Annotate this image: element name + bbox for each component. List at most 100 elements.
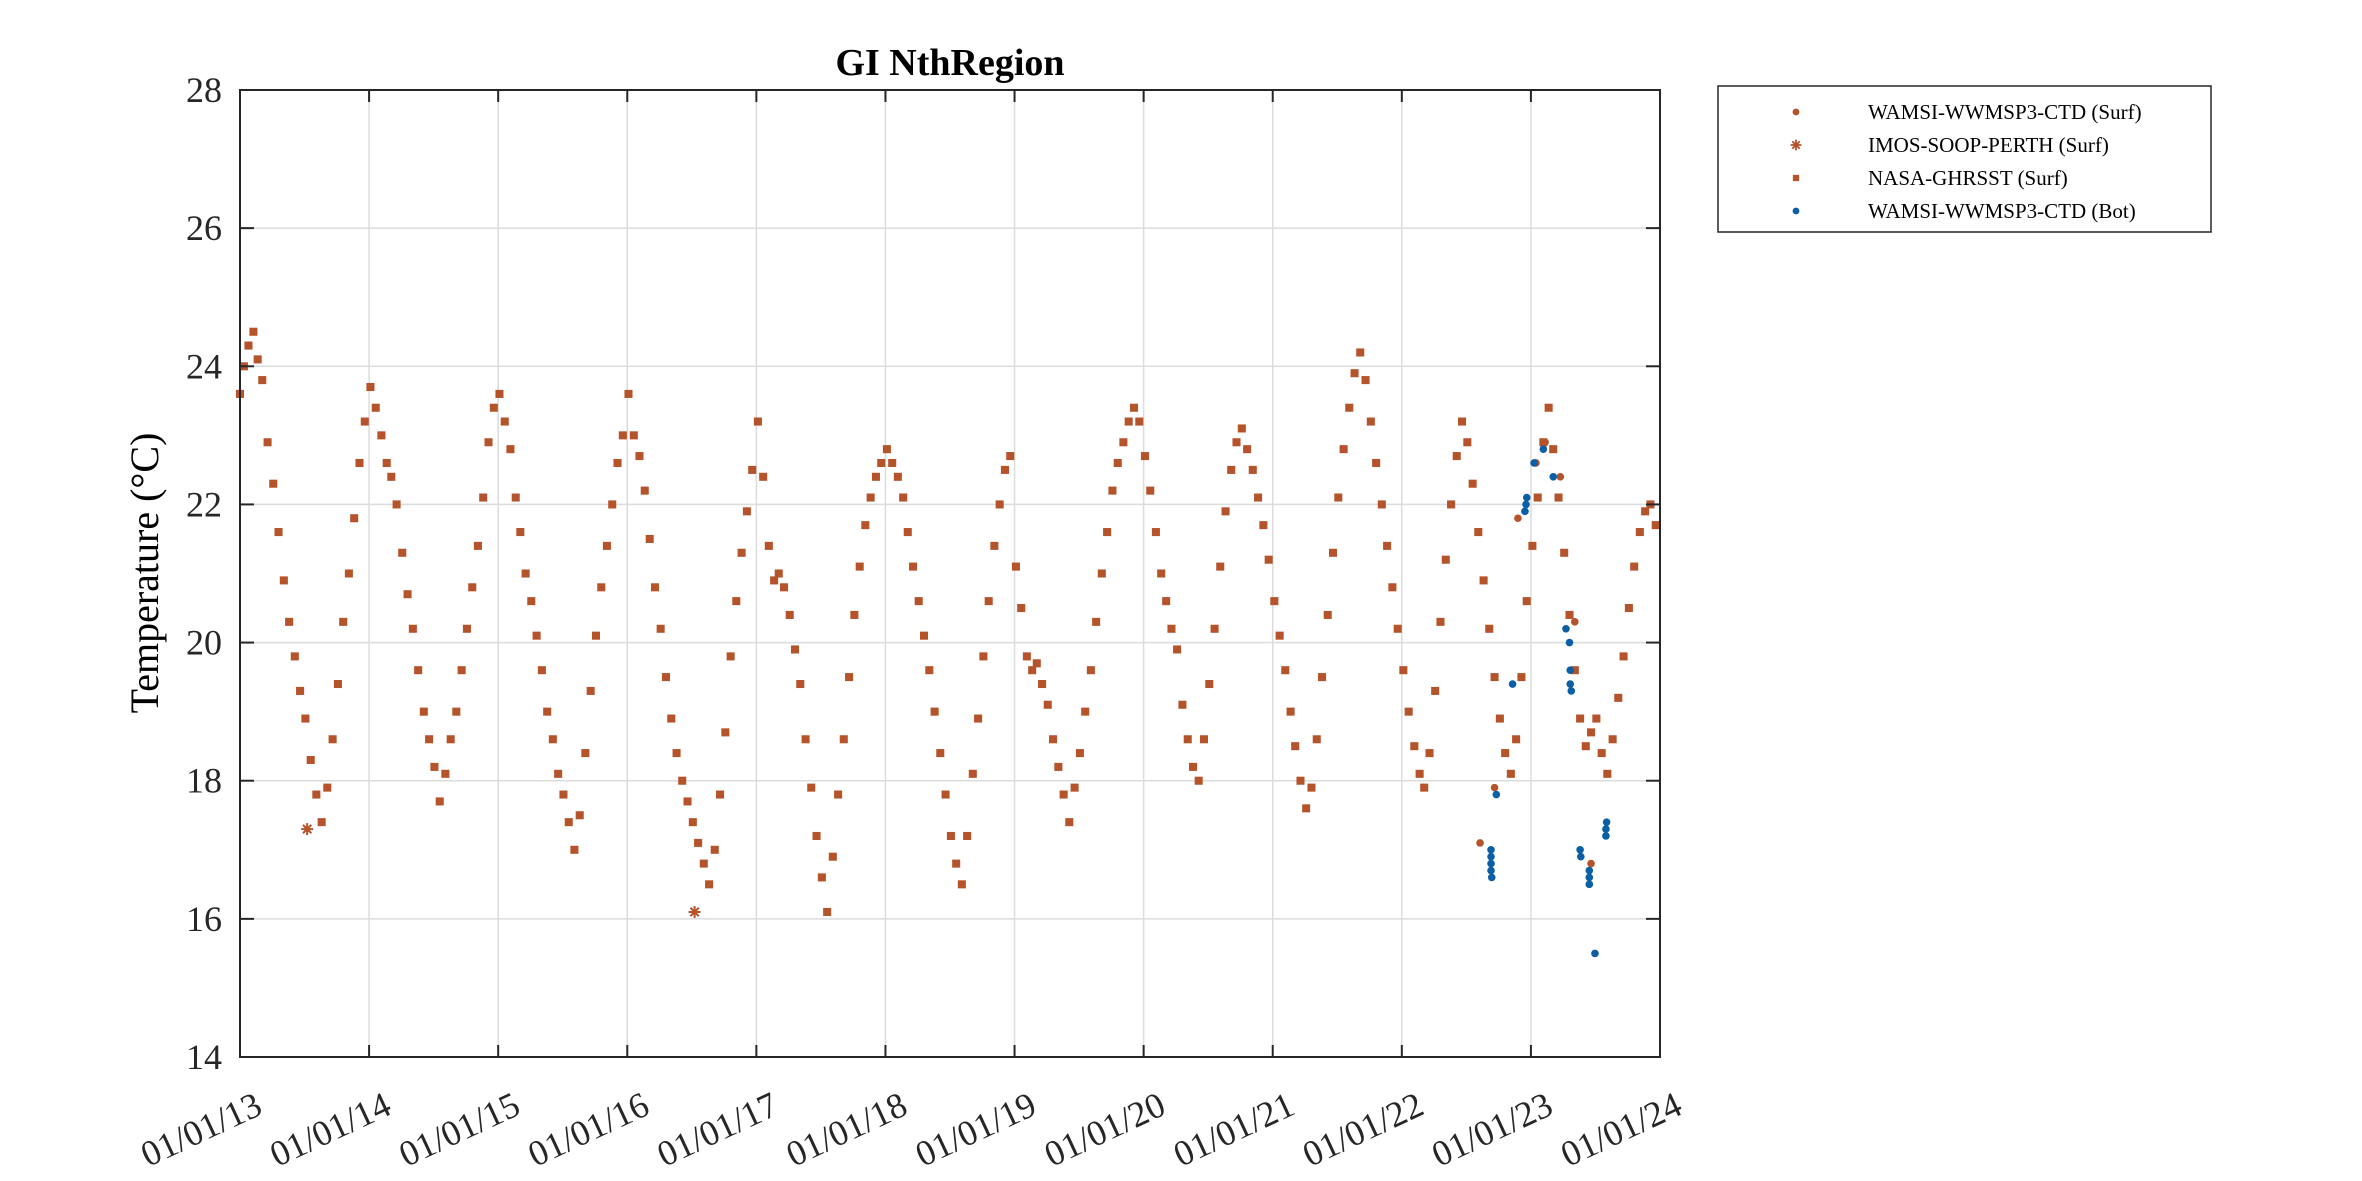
data-point (1275, 631, 1284, 640)
data-point (1221, 507, 1230, 516)
data-point (1585, 873, 1594, 882)
data-point (1447, 500, 1456, 509)
data-point (521, 569, 530, 578)
data-point (925, 666, 934, 675)
chart-title: GI NthRegion (835, 42, 1064, 84)
series-group (301, 823, 701, 918)
data-point (1487, 845, 1495, 854)
data-point (339, 617, 348, 626)
data-point (1183, 735, 1192, 744)
data-point (1167, 624, 1176, 633)
data-point (1522, 597, 1531, 606)
data-point (1356, 348, 1365, 357)
data-point (618, 431, 627, 440)
data-point (640, 486, 649, 495)
data-point (1151, 528, 1160, 537)
data-point (1587, 859, 1595, 868)
data-point (1602, 832, 1610, 840)
data-point (1560, 548, 1569, 557)
y-tick-label: 20 (186, 623, 222, 663)
data-point (710, 845, 719, 854)
data-point (1487, 859, 1495, 868)
data-point (285, 617, 294, 626)
legend-entry-label: IMOS-SOOP-PERTH (Surf) (1868, 133, 2109, 157)
data-point (1124, 417, 1133, 426)
data-point (344, 569, 353, 578)
data-point (1485, 624, 1494, 633)
data-point (1129, 403, 1139, 412)
data-point (1554, 493, 1563, 502)
data-point (930, 707, 939, 716)
data-point (597, 583, 606, 592)
data-point (1463, 438, 1472, 447)
data-point (1157, 569, 1166, 578)
data-point (1232, 438, 1241, 447)
data-point (1410, 742, 1419, 751)
data-point (500, 417, 509, 426)
data-point (1243, 445, 1252, 454)
data-point (1458, 417, 1467, 426)
data-point (1334, 493, 1343, 502)
data-point (1307, 783, 1316, 792)
data-point (979, 652, 988, 661)
data-point (650, 583, 660, 592)
data-point (1302, 804, 1311, 813)
data-point (1108, 486, 1117, 495)
data-point (377, 431, 386, 440)
data-point (253, 355, 262, 364)
data-point (688, 905, 701, 918)
data-point (484, 438, 493, 447)
data-point (1173, 645, 1182, 654)
data-point (952, 859, 961, 868)
data-point (1248, 465, 1257, 474)
data-point (1528, 541, 1537, 550)
data-point (1566, 680, 1575, 688)
data-point (661, 673, 670, 682)
data-point (1576, 714, 1585, 723)
data-point (1549, 473, 1558, 481)
data-point (850, 610, 859, 619)
data-point (968, 769, 977, 778)
data-point (1328, 548, 1338, 557)
data-point (1539, 445, 1548, 453)
data-point (1065, 818, 1074, 827)
data-point (946, 831, 955, 840)
data-point (1585, 866, 1594, 875)
data-point (888, 458, 897, 468)
data-point (1597, 749, 1606, 758)
data-point (537, 666, 546, 675)
data-point (1399, 666, 1408, 675)
data-point (899, 493, 908, 502)
data-point (1404, 707, 1413, 716)
data-point (1049, 735, 1058, 744)
data-point (1345, 403, 1354, 412)
data-point (446, 735, 455, 744)
data-point (1254, 493, 1263, 502)
data-point (1602, 825, 1610, 833)
data-point (1339, 445, 1348, 454)
data-point (564, 818, 573, 827)
data-point (1178, 700, 1187, 709)
legend-entry-label: NASA-GHRSST (Surf) (1868, 166, 2068, 190)
data-point (244, 341, 253, 350)
data-point (263, 438, 272, 447)
data-point (441, 769, 450, 778)
data-point (1420, 783, 1429, 792)
data-point (770, 576, 779, 585)
data-point (866, 493, 875, 502)
data-point (1194, 776, 1203, 785)
data-point (990, 541, 999, 550)
data-points (235, 327, 1660, 958)
data-point (360, 417, 369, 426)
data-point (893, 472, 902, 481)
data-point (586, 686, 595, 695)
data-point (1119, 438, 1128, 447)
data-point (1270, 597, 1279, 606)
data-point (1476, 839, 1484, 847)
data-point (1388, 583, 1397, 592)
data-point (1530, 459, 1538, 467)
data-point (1501, 749, 1510, 758)
data-point (1070, 783, 1079, 792)
data-point (1608, 735, 1617, 744)
